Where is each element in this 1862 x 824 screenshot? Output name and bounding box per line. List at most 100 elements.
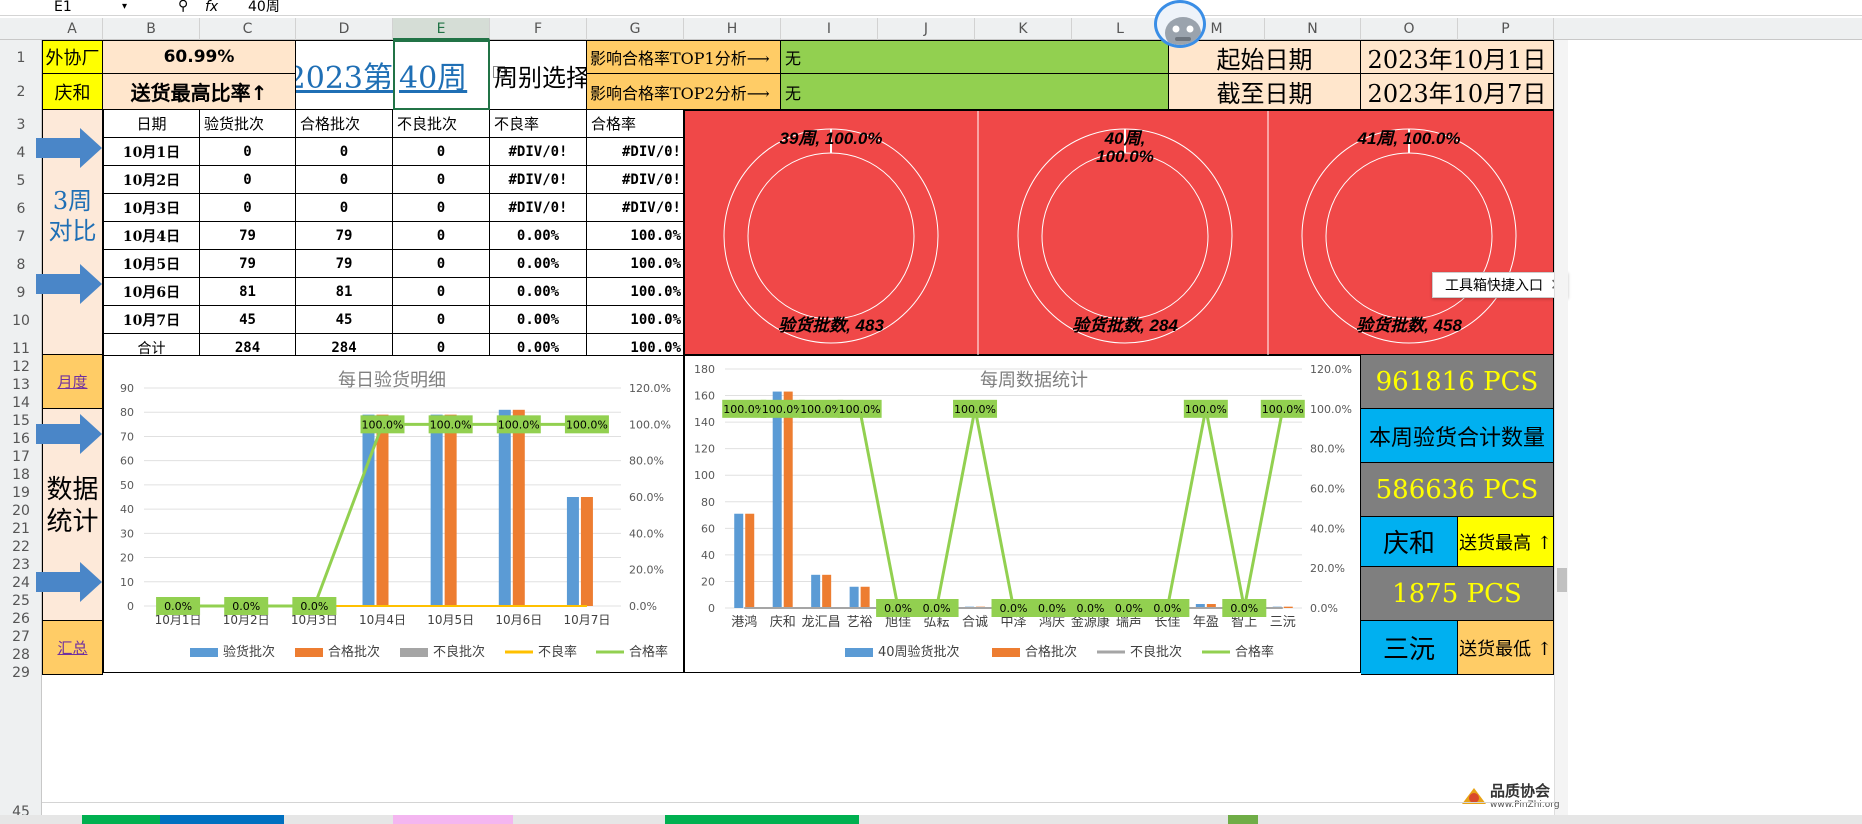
table-cell[interactable]: 81 <box>200 278 296 306</box>
col-header-c[interactable]: C <box>200 18 296 40</box>
row-header-12[interactable]: 12 <box>12 359 30 375</box>
fx-label[interactable]: fx <box>205 0 219 15</box>
table-cell[interactable]: 10月2日 <box>103 166 200 194</box>
col-header-a[interactable]: A <box>42 18 103 40</box>
row-header-10[interactable]: 10 <box>12 313 30 329</box>
row-header-18[interactable]: 18 <box>12 467 30 483</box>
table-cell[interactable]: 79 <box>200 250 296 278</box>
vertical-scrollbar[interactable] <box>1554 40 1568 815</box>
table-cell[interactable]: 0 <box>393 166 490 194</box>
table-cell[interactable]: 0 <box>393 306 490 334</box>
col-header-e[interactable]: E <box>393 18 490 40</box>
row-header-17[interactable]: 17 <box>12 449 30 465</box>
row-header-25[interactable]: 25 <box>12 593 30 609</box>
col-header-d[interactable]: D <box>296 18 393 40</box>
col-header-p[interactable]: P <box>1458 18 1554 40</box>
row-header-26[interactable]: 26 <box>12 611 30 627</box>
sheet-tab[interactable] <box>160 815 284 824</box>
start-date-value[interactable]: 2023年10月1日 <box>1361 40 1554 74</box>
sheet-tab-strip[interactable] <box>0 815 1862 824</box>
table-header-cell[interactable]: 合格批次 <box>296 110 393 138</box>
month-link[interactable]: 月度 <box>57 373 88 391</box>
table-cell[interactable]: #DIV/0! <box>587 194 684 222</box>
row-header-7[interactable]: 7 <box>16 229 26 245</box>
table-cell[interactable]: #DIV/0! <box>587 166 684 194</box>
row-header-3[interactable]: 3 <box>16 117 26 133</box>
table-cell[interactable]: 10月5日 <box>103 250 200 278</box>
top1-value[interactable]: 无 <box>781 40 1169 74</box>
supplier-label-cell[interactable]: 外协厂 <box>42 40 103 74</box>
scrollbar-thumb[interactable] <box>1557 568 1567 592</box>
table-cell[interactable]: 10月3日 <box>103 194 200 222</box>
table-cell[interactable]: 10月1日 <box>103 138 200 166</box>
row-header-27[interactable]: 27 <box>12 629 30 645</box>
row-header-4[interactable]: 4 <box>16 145 26 161</box>
col-header-n[interactable]: N <box>1265 18 1361 40</box>
row-header-29[interactable]: 29 <box>12 665 30 681</box>
name-box[interactable]: E1 <box>54 0 72 15</box>
top2-value[interactable]: 无 <box>781 74 1169 110</box>
row-header-21[interactable]: 21 <box>12 521 30 537</box>
sheet-tab[interactable] <box>82 815 160 824</box>
week-cell-selected[interactable]: 40周 <box>393 40 490 110</box>
table-cell[interactable]: 0.00% <box>490 278 587 306</box>
month-link-cell[interactable]: 月度 <box>42 355 103 409</box>
table-cell[interactable]: 81 <box>296 278 393 306</box>
best-rate-cell[interactable]: 60.99% <box>103 40 296 74</box>
table-cell[interactable]: 0 <box>200 194 296 222</box>
table-cell[interactable]: 100.0% <box>587 250 684 278</box>
sheet-tab[interactable] <box>1228 815 1258 824</box>
table-cell[interactable]: 0 <box>296 166 393 194</box>
table-cell[interactable]: 45 <box>200 306 296 334</box>
table-cell[interactable]: 0 <box>393 250 490 278</box>
col-header-h[interactable]: H <box>684 18 781 40</box>
row-header-9[interactable]: 9 <box>16 285 26 301</box>
table-cell[interactable]: 10月6日 <box>103 278 200 306</box>
table-cell[interactable]: 79 <box>200 222 296 250</box>
summary-link-cell[interactable]: 汇总 <box>42 621 103 675</box>
zoom-icon[interactable]: ⚲ <box>178 0 189 14</box>
toolbox-shortcut[interactable]: 工具箱快捷入口 <box>1432 272 1568 298</box>
row-header-2[interactable]: 2 <box>16 84 26 100</box>
row-header-23[interactable]: 23 <box>12 557 30 573</box>
col-header-b[interactable]: B <box>103 18 200 40</box>
table-cell[interactable]: 45 <box>296 306 393 334</box>
table-cell[interactable]: #DIV/0! <box>587 138 684 166</box>
best-supplier-cell[interactable]: 庆和 <box>42 74 103 110</box>
table-cell[interactable]: 0 <box>200 138 296 166</box>
formula-input[interactable]: 40周 <box>248 0 280 15</box>
table-cell[interactable]: 10月4日 <box>103 222 200 250</box>
end-date-value[interactable]: 2023年10月7日 <box>1361 74 1554 110</box>
assistant-avatar[interactable] <box>1154 0 1206 48</box>
row-header-8[interactable]: 8 <box>16 257 26 273</box>
row-header-5[interactable]: 5 <box>16 173 26 189</box>
table-cell[interactable]: 100.0% <box>587 306 684 334</box>
table-header-cell[interactable]: 合格率 <box>587 110 684 138</box>
table-cell[interactable]: 0.00% <box>490 250 587 278</box>
table-header-cell[interactable]: 验货批次 <box>200 110 296 138</box>
col-header-f[interactable]: F <box>490 18 587 40</box>
table-cell[interactable]: 0.00% <box>490 306 587 334</box>
row-header-11[interactable]: 11 <box>12 341 30 357</box>
table-cell[interactable]: 79 <box>296 222 393 250</box>
summary-link[interactable]: 汇总 <box>57 639 88 657</box>
table-cell[interactable]: 0 <box>393 278 490 306</box>
weekly-chart-panel[interactable]: 每周数据统计 0 20 40 60 80 100 120 140 160 180 0.0% 20.0% 4… <box>684 355 1361 673</box>
table-cell[interactable]: #DIV/0! <box>490 194 587 222</box>
table-cell[interactable]: 100.0% <box>587 222 684 250</box>
row-header-16[interactable]: 16 <box>12 431 30 447</box>
table-cell[interactable]: 10月7日 <box>103 306 200 334</box>
daily-chart-panel[interactable]: 每日验货明细 0 10 20 30 40 50 60 70 80 90 0.0% 20.0% 40.0% 6… <box>103 355 684 673</box>
toolbox-label[interactable]: 工具箱快捷入口 <box>1445 278 1543 294</box>
table-header-cell[interactable]: 日期 <box>103 110 200 138</box>
row-header-28[interactable]: 28 <box>12 647 30 663</box>
row-header-20[interactable]: 20 <box>12 503 30 519</box>
row-header-22[interactable]: 22 <box>12 539 30 555</box>
table-cell[interactable]: 0 <box>296 138 393 166</box>
table-cell[interactable]: 0.00% <box>490 222 587 250</box>
table-cell[interactable]: #DIV/0! <box>490 138 587 166</box>
col-header-m[interactable]: M <box>1169 18 1265 40</box>
row-header-24[interactable]: 24 <box>12 575 30 591</box>
row-header-1[interactable]: 1 <box>16 50 26 66</box>
table-cell[interactable]: #DIV/0! <box>490 166 587 194</box>
